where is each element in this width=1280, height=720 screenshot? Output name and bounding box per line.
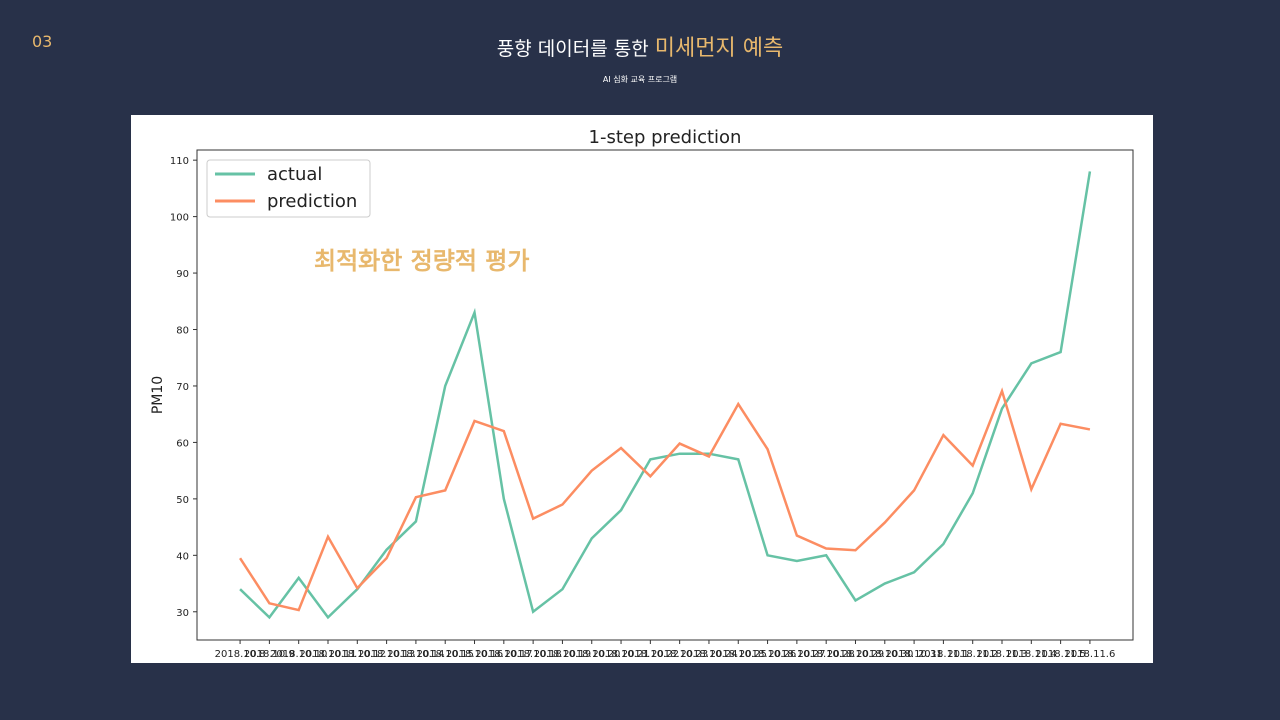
x-tick-label: 2018.10.24 (680, 649, 737, 660)
x-tick-label: 2018.10.8 (215, 649, 266, 660)
y-axis-label: PM10 (150, 376, 166, 414)
y-tick-label: 30 (176, 608, 189, 619)
series-line (239, 387, 1091, 612)
y-tick-label: 110 (170, 156, 189, 167)
x-tick-label: 2018.10.19 (534, 649, 591, 660)
x-tick-label: 2018.10.31 (885, 649, 942, 660)
page-number: 03 (32, 32, 53, 51)
y-tick-label: 60 (176, 438, 189, 449)
x-tick-label: 2018.10.25 (710, 649, 767, 660)
x-tick-label: 2018.11.4 (1006, 649, 1057, 660)
x-tick-label: 2018.10.10 (270, 649, 327, 660)
chart-title: 1-step prediction (589, 127, 742, 148)
x-tick-label: 2018.10.12 (329, 649, 386, 660)
subtitle: AI 심화 교육 프로그램 (602, 75, 678, 84)
x-tick-label: 2018.10.27 (768, 649, 825, 660)
legend-label: prediction (267, 191, 357, 212)
x-tick-label: 2018.10.18 (504, 649, 561, 660)
y-tick-label: 40 (176, 551, 189, 562)
x-tick-label: 2018.10.16 (446, 649, 503, 660)
x-tick-label: 2018.10.29 (827, 649, 884, 660)
title-highlight: 미세먼지 예측 (654, 36, 784, 61)
x-tick-label: 2018.10.21 (592, 649, 649, 660)
x-tick-label: 2018.10.11 (299, 649, 356, 660)
y-tick-label: 70 (176, 382, 189, 393)
chart: 1-step prediction PM10 최적화한 정량적 평가 30 40 5… (131, 115, 1153, 663)
legend-label: actual (267, 164, 322, 185)
series-line (239, 171, 1092, 620)
x-tick-label: 2018.11.5 (1035, 649, 1086, 660)
y-tick-label: 90 (176, 269, 189, 280)
x-tick-label: 2018.10.23 (651, 649, 708, 660)
x-tick-label: 2018.10.30 (856, 649, 913, 660)
x-tick-label: 2018.10.26 (739, 649, 796, 660)
x-tick-label: 2018.11.1 (918, 649, 969, 660)
x-tick-label: 2018.11.6 (1064, 649, 1115, 660)
slide-title: 풍향 데이터를 통한 미세먼지 예측 (0, 30, 1280, 62)
x-tick-label: 2018.10.17 (475, 649, 532, 660)
x-tick-label: 2018.10.20 (563, 649, 620, 660)
annotation: 최적화한 정량적 평가 (314, 247, 529, 275)
y-tick-label: 50 (176, 495, 189, 506)
plot-frame (196, 149, 1134, 641)
x-tick-label: 2018.11.3 (977, 649, 1028, 660)
x-tick-label: 2018.10.22 (622, 649, 679, 660)
y-tick-label: 100 (170, 213, 189, 224)
x-tick-label: 2018.10.13 (358, 649, 415, 660)
x-tick-label: 2018.10.9 (244, 649, 295, 660)
x-tick-label: 2018.11.2 (947, 649, 998, 660)
y-tick-label: 80 (176, 326, 189, 337)
x-tick-label: 2018.10.14 (387, 649, 444, 660)
x-tick-label: 2018.10.15 (417, 649, 474, 660)
title-text: 풍향 데이터를 통한 (496, 38, 649, 60)
x-tick-label: 2018.10.28 (798, 649, 855, 660)
